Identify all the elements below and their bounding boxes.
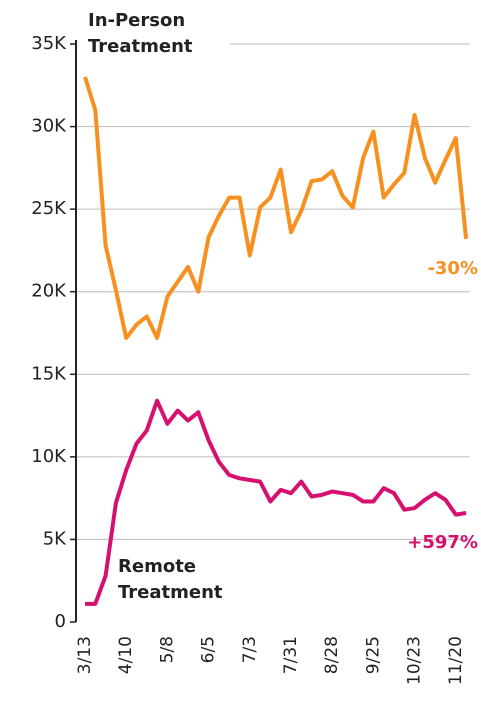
y-tick-label: 30K <box>31 116 67 137</box>
x-tick-label: 9/25 <box>363 636 383 674</box>
series-line <box>85 398 467 606</box>
y-tick-label: 20K <box>31 281 67 302</box>
x-tick-label: 7/31 <box>281 636 301 674</box>
x-tick-label: 7/3 <box>240 636 260 663</box>
series-label: In-Person Treatment <box>88 10 193 57</box>
annotation: -30% <box>427 258 478 279</box>
x-tick-label: 6/5 <box>199 636 219 663</box>
series-line <box>83 76 469 340</box>
x-tick-label: 5/8 <box>157 636 177 663</box>
x-tick-label: 10/23 <box>405 636 425 685</box>
y-tick-label: 5K <box>43 528 67 549</box>
series-label: Remote Treatment <box>118 556 223 603</box>
x-tick-label: 8/28 <box>322 636 342 674</box>
y-tick-label: 25K <box>31 198 67 219</box>
y-tick-label: 10K <box>31 446 67 467</box>
x-tick-label: 4/10 <box>116 636 136 674</box>
x-tick-label: 3/13 <box>75 636 95 674</box>
annotation: +597% <box>407 532 478 553</box>
x-tick-label: 11/20 <box>446 636 466 685</box>
y-tick-label: 35K <box>31 33 67 54</box>
y-tick-label: 15K <box>31 363 67 384</box>
y-tick-label: 0 <box>55 611 66 632</box>
